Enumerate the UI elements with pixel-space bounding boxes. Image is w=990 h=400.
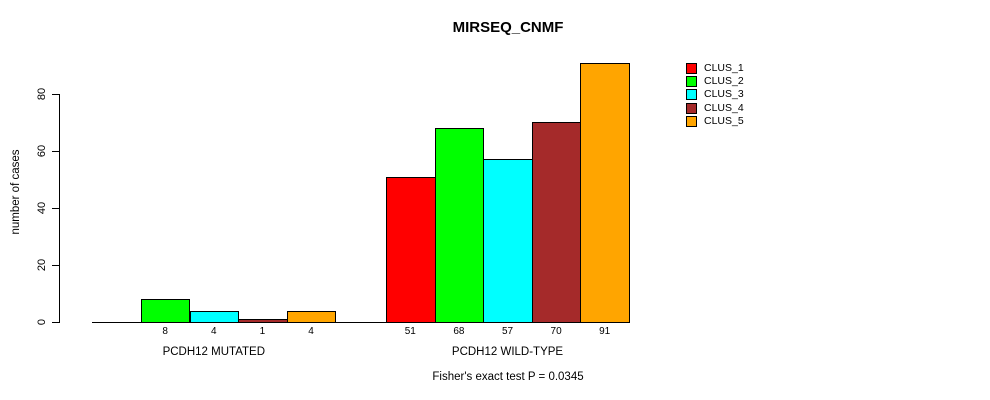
legend-swatch-clus_1 xyxy=(686,63,697,74)
bar-clus_5-group2 xyxy=(580,62,630,323)
bar-value-label: 91 xyxy=(599,326,611,337)
y-tick-mark xyxy=(52,322,59,323)
y-tick-label: 20 xyxy=(36,258,48,272)
bar-value-label: 8 xyxy=(162,326,168,337)
bar-value-label: 4 xyxy=(211,326,217,337)
bar-value-label: 70 xyxy=(550,326,562,337)
legend-label-clus_3: CLUS_3 xyxy=(704,88,744,101)
legend-swatch-clus_3 xyxy=(686,89,697,101)
bar-clus_5-group1 xyxy=(286,310,337,323)
legend-swatch-clus_5 xyxy=(686,115,697,127)
chart-title: MIRSEQ_CNMF xyxy=(452,19,564,36)
bar-value-label: 51 xyxy=(404,326,416,337)
bar-value-label: 4 xyxy=(308,326,314,337)
annotation-text: Fisher's exact test P = 0.0345 xyxy=(432,371,584,383)
y-tick-label: 0 xyxy=(36,318,48,326)
y-tick-label: 80 xyxy=(36,87,48,101)
legend-swatch-clus_2 xyxy=(686,76,697,88)
y-axis-line xyxy=(59,93,60,323)
bar-clus_4-group1 xyxy=(238,319,288,323)
bar-clus_4-group2 xyxy=(531,122,582,323)
legend-label-clus_1: CLUS_1 xyxy=(704,62,744,74)
y-tick-mark xyxy=(52,93,59,95)
legend-label-clus_2: CLUS_2 xyxy=(704,75,744,88)
bar-clus_2-group1 xyxy=(140,299,191,323)
x-baseline xyxy=(92,322,629,323)
legend-label-clus_5: CLUS_5 xyxy=(704,114,744,127)
y-tick-label: 60 xyxy=(36,144,48,158)
y-tick-label: 40 xyxy=(36,201,48,215)
bar-value-label: 1 xyxy=(259,326,266,337)
y-axis-label: number of cases xyxy=(10,149,22,235)
bar-value-label: 57 xyxy=(501,326,514,337)
y-tick-mark xyxy=(52,150,59,152)
y-tick-mark xyxy=(52,207,59,209)
y-tick-mark xyxy=(52,264,59,266)
category-label-group1: PCDH12 MUTATED xyxy=(162,346,266,358)
bar-clus_2-group2 xyxy=(434,128,485,323)
bar-clus_1-group2 xyxy=(386,176,436,323)
category-label-group2: PCDH12 WILD-TYPE xyxy=(451,346,564,358)
bar-clus_3-group2 xyxy=(483,159,533,323)
legend-swatch-clus_4 xyxy=(686,102,697,114)
legend-label-clus_4: CLUS_4 xyxy=(704,101,744,114)
bar-clus_3-group1 xyxy=(189,310,240,323)
bar-value-label: 68 xyxy=(453,326,465,337)
